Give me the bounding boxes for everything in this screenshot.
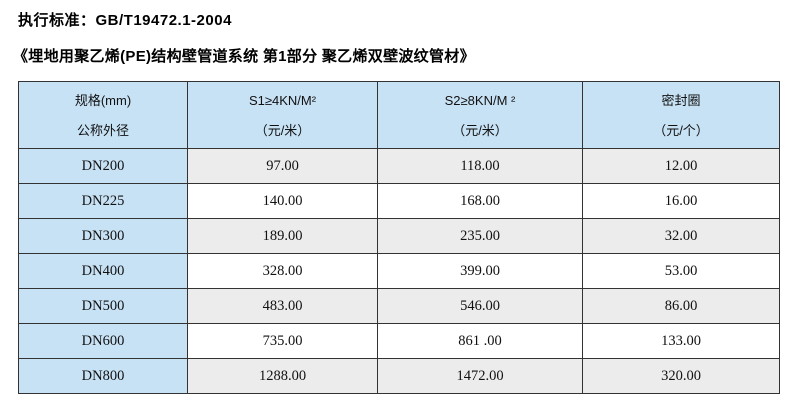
table-row-dn600: DN600 735.00 861 .00 133.00	[18, 323, 780, 359]
table-row-dn400: DN400 328.00 399.00 53.00	[18, 253, 780, 289]
seal-price-cell: 32.00	[582, 218, 780, 254]
s1-price-cell: 328.00	[187, 253, 378, 289]
s2-price-cell: 861 .00	[377, 323, 583, 359]
s2-price-cell: 399.00	[377, 253, 583, 289]
s2-price-cell: 235.00	[377, 218, 583, 254]
column-header-s1: S1≥4KN/M² （元/米）	[187, 81, 378, 149]
header-row: 规格(mm) 公称外径 S1≥4KN/M² （元/米） S2≥8KN/M ² （…	[18, 81, 780, 149]
table-row-dn800: DN800 1288.00 1472.00 320.00	[18, 358, 780, 394]
column-header-s2: S2≥8KN/M ² （元/米）	[377, 81, 583, 149]
seal-price-cell: 133.00	[582, 323, 780, 359]
table-row-dn500: DN500 483.00 546.00 86.00	[18, 288, 780, 324]
table-header: 规格(mm) 公称外径 S1≥4KN/M² （元/米） S2≥8KN/M ² （…	[18, 81, 780, 149]
seal-price-cell: 86.00	[582, 288, 780, 324]
price-table: 规格(mm) 公称外径 S1≥4KN/M² （元/米） S2≥8KN/M ² （…	[18, 81, 780, 394]
standard-title: 执行标准：GB/T19472.1-2004	[18, 12, 232, 29]
column-header-spec-line1: 规格(mm)	[74, 92, 132, 108]
table-body: DN200 97.00 118.00 12.00 DN225 140.00 16…	[18, 148, 780, 394]
s2-price-cell: 118.00	[377, 148, 583, 184]
seal-price-cell: 53.00	[582, 253, 780, 289]
spec-cell: DN800	[18, 358, 188, 394]
column-header-s2-line2: （元/米）	[452, 122, 508, 138]
column-header-spec: 规格(mm) 公称外径	[18, 81, 188, 149]
spec-cell: DN400	[18, 253, 188, 289]
table-row-dn300: DN300 189.00 235.00 32.00	[18, 218, 780, 254]
column-header-s1-line1: S1≥4KN/M²	[248, 92, 317, 108]
s2-price-cell: 546.00	[377, 288, 583, 324]
s1-price-cell: 1288.00	[187, 358, 378, 394]
seal-price-cell: 320.00	[582, 358, 780, 394]
product-title: 《埋地用聚乙烯(PE)结构壁管道系统 第1部分 聚乙烯双壁波纹管材》	[13, 48, 475, 65]
spec-cell: DN600	[18, 323, 188, 359]
seal-price-cell: 12.00	[582, 148, 780, 184]
spec-cell: DN300	[18, 218, 188, 254]
column-header-s1-line2: （元/米）	[254, 122, 311, 138]
s1-price-cell: 189.00	[187, 218, 378, 254]
s1-price-cell: 140.00	[187, 183, 378, 219]
spec-cell: DN200	[18, 148, 188, 184]
column-header-seal-line2: （元/个）	[653, 122, 709, 138]
s2-price-cell: 168.00	[377, 183, 583, 219]
s2-price-cell: 1472.00	[377, 358, 583, 394]
column-header-seal-line1: 密封圈	[661, 92, 701, 108]
spec-cell: DN225	[18, 183, 188, 219]
s1-price-cell: 483.00	[187, 288, 378, 324]
seal-price-cell: 16.00	[582, 183, 780, 219]
table-row-dn225: DN225 140.00 168.00 16.00	[18, 183, 780, 219]
spec-cell: DN500	[18, 288, 188, 324]
s1-price-cell: 97.00	[187, 148, 378, 184]
table-row-dn200: DN200 97.00 118.00 12.00	[18, 148, 780, 184]
s1-price-cell: 735.00	[187, 323, 378, 359]
column-header-spec-line2: 公称外径	[76, 122, 129, 138]
column-header-seal: 密封圈 （元/个）	[582, 81, 780, 149]
column-header-s2-line1: S2≥8KN/M ²	[444, 92, 516, 108]
